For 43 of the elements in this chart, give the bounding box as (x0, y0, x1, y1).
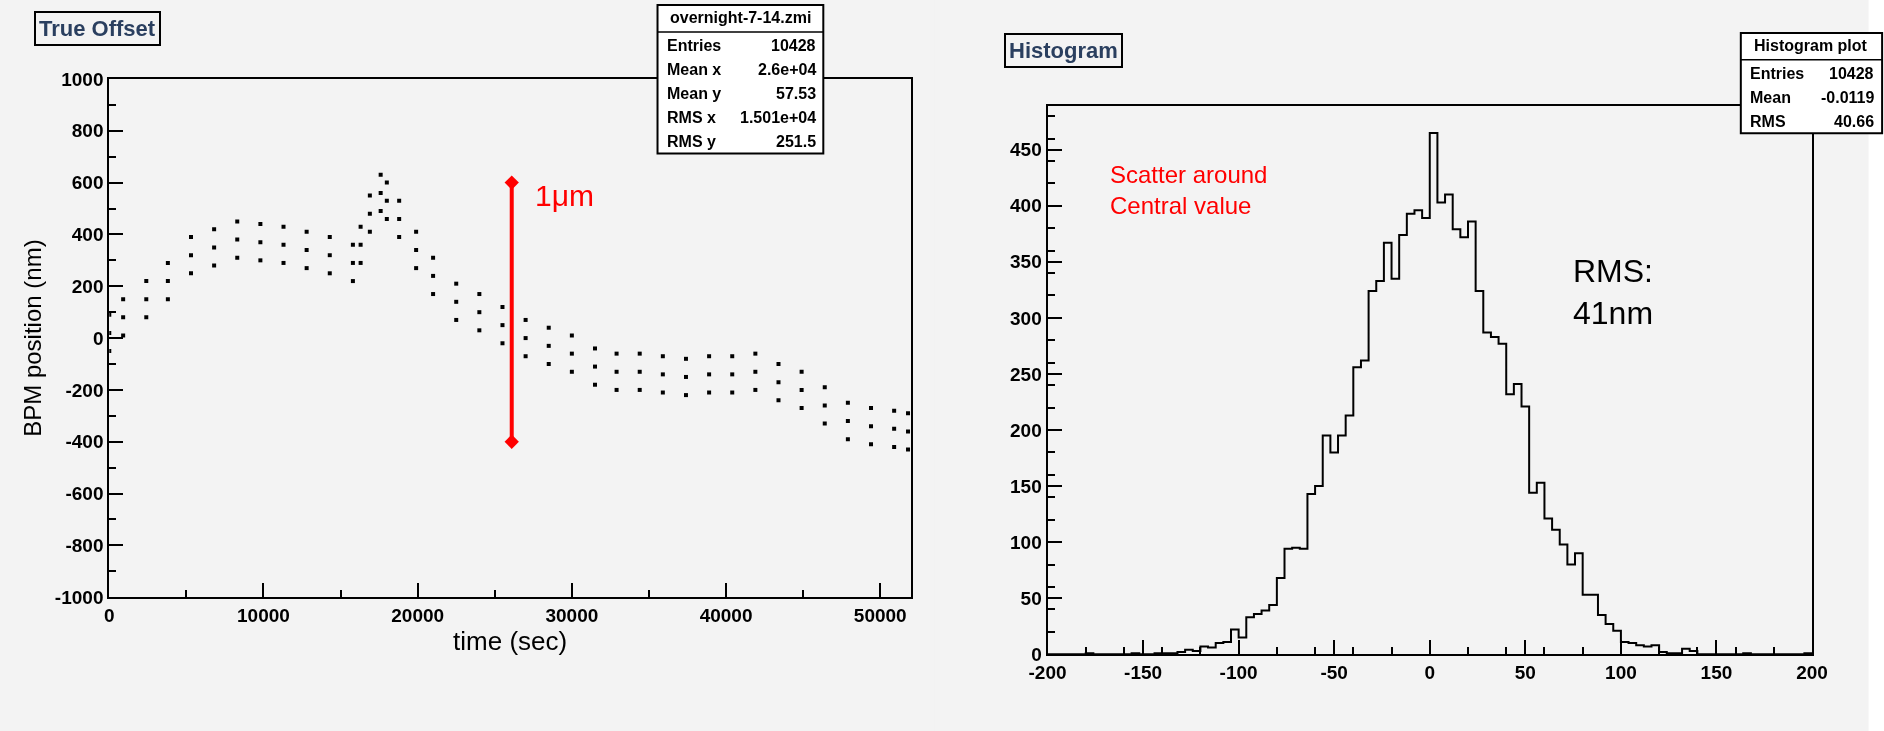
y-tick-label: -800 (65, 535, 104, 557)
y-tick-label: 800 (71, 120, 104, 142)
x-tick-label: -100 (1219, 662, 1258, 684)
y-tick-label: 0 (92, 327, 104, 349)
chart-title: True Offset (39, 16, 156, 41)
x-tick-label: 50000 (853, 605, 907, 627)
x-tick-label: -150 (1124, 662, 1163, 684)
y-tick-label: 1000 (61, 68, 104, 90)
y-tick-label: 250 (1010, 363, 1042, 385)
y-tick-label: -600 (65, 483, 104, 505)
x-tick-label: 100 (1605, 662, 1637, 684)
y-tick-label: 50 (1020, 587, 1042, 609)
x-tick-label: 10000 (237, 605, 290, 627)
y-tick-label: -200 (65, 379, 104, 401)
y-tick-label: 150 (1010, 475, 1042, 497)
x-tick-label: 40000 (699, 605, 753, 627)
x-tick-label: 150 (1700, 662, 1733, 684)
y-tick-label: 0 (1031, 643, 1042, 665)
y-tick-label: -1000 (54, 586, 104, 608)
y-tick-label: -400 (65, 431, 104, 453)
annotation: RMS: 41nm (1573, 253, 1654, 331)
x-axis-title: time (sec) (453, 626, 568, 657)
x-tick-label: 30000 (545, 605, 599, 627)
y-tick-label: 100 (1010, 531, 1042, 553)
chart-title: Histogram (1009, 38, 1118, 63)
x-tick-label: -50 (1320, 662, 1348, 684)
y-tick-label: 350 (1010, 251, 1042, 273)
y-tick-label: 200 (1010, 419, 1042, 441)
y-tick-label: 600 (71, 172, 104, 194)
x-tick-label: 20000 (391, 605, 445, 627)
y-tick-label: 200 (71, 275, 104, 297)
y-tick-label: 400 (71, 224, 104, 246)
annotation: 1μm (535, 179, 594, 212)
x-tick-label: 0 (1424, 662, 1436, 684)
x-tick-label: 50 (1514, 662, 1536, 684)
x-tick-label: 200 (1796, 662, 1828, 684)
y-tick-label: 400 (1010, 195, 1042, 217)
y-tick-label: 450 (1010, 139, 1042, 161)
y-tick-label: 300 (1010, 307, 1042, 329)
y-axis-title: BPM position (nm) (19, 239, 47, 437)
text: overnight-7-14.zmi Entries 10428 Mean x 2.6e+04 Mean y 57.53 RMS x 1.501e+04 RMS y 251.5 (667, 9, 817, 150)
annotation: Scatter around Central value (1110, 161, 1268, 220)
text: Histogram plot Entries 10428 Mean -0.0119 RMS 40.66 (1750, 37, 1875, 130)
